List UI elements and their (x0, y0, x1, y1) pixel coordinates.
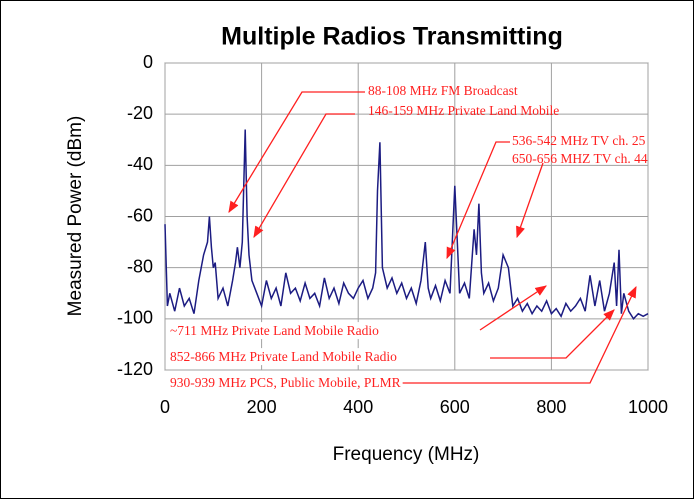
y-tick-label: -40 (127, 154, 153, 174)
annotation-arrow (385, 285, 637, 384)
annotation: 146-159 MHz Private Land Mobile (368, 103, 559, 118)
y-tick-label: -20 (127, 103, 153, 123)
y-axis-label: Measured Power (dBm) (65, 116, 86, 317)
x-tick-label: 800 (536, 397, 566, 417)
y-tick-label: 0 (143, 52, 153, 72)
annotation-arrow (253, 113, 355, 239)
annotation-arrow (490, 309, 615, 359)
x-tick-label: 600 (440, 397, 470, 417)
y-tick-label: -100 (117, 308, 153, 328)
x-tick-label: 200 (247, 397, 277, 417)
annotation: 88-108 MHz FM Broadcast (368, 83, 518, 98)
y-tick-label: -80 (127, 256, 153, 276)
annotation-arrow (479, 285, 547, 331)
annotation-bg (168, 322, 382, 340)
annotation: ~711 MHz Private Land Mobile Radio (170, 323, 379, 338)
series-line (164, 129, 649, 321)
x-axis-label: Frequency (MHz) (333, 444, 480, 465)
x-tick-label: 1000 (628, 397, 668, 417)
annotation-arrow (516, 162, 544, 239)
x-tick-label: 400 (343, 397, 373, 417)
annotation-bg (168, 374, 403, 392)
annotation: 852-866 MHz Private Land Mobile Radio (170, 349, 397, 364)
annotation-arrow (228, 91, 365, 213)
annotation: 536-542 MHz TV ch. 25 (512, 133, 646, 148)
annotation-arrow (446, 141, 510, 260)
annotation: 650-656 MHZ TV ch. 44 (512, 151, 648, 166)
annotation-bg (168, 348, 400, 366)
y-tick-label: -60 (127, 205, 153, 225)
x-tick-label: 0 (160, 397, 170, 417)
chart-title: Multiple Radios Transmitting (221, 23, 563, 51)
annotation: 930-939 MHz PCS, Public Mobile, PLMR (170, 375, 401, 390)
y-tick-label: -120 (117, 359, 153, 379)
